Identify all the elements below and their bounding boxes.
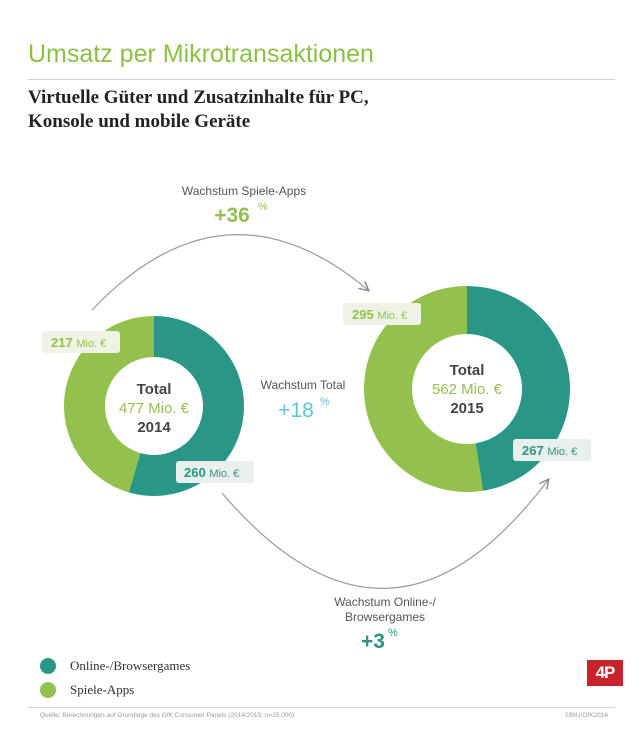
label-box-online-2014 (176, 461, 254, 483)
growth-online-label-line-1: Wachstum Online-/ (334, 595, 436, 609)
footer-divider (28, 707, 615, 708)
title-divider (28, 79, 615, 80)
data-label-apps-2014: 217 Mio. € (51, 335, 106, 350)
growth-apps-value: +36 (214, 204, 250, 227)
growth-arrow-apps (91, 234, 368, 311)
growth-arrow-online (221, 480, 548, 589)
legend-item-apps: Spiele-Apps (40, 679, 190, 701)
page-subtitle: Virtuelle Güter und Zusatzinhalte für PC… (28, 86, 588, 134)
label-box-apps-2014 (42, 331, 120, 353)
growth-total-label: Wachstum Total (261, 378, 346, 392)
growth-online-value: +3 (361, 630, 385, 653)
label-box-online-2015 (513, 439, 591, 461)
subtitle-line-2: Konsole und mobile Geräte (28, 111, 251, 132)
growth-online-unit: % (388, 627, 398, 639)
slice-apps-2015 (363, 286, 484, 493)
year-2014: 2014 (137, 419, 171, 436)
legend-label-online: Online-/Browsergames (70, 658, 191, 673)
copyright-note: ©BIU/GfK2016 (564, 712, 608, 719)
year-2015: 2015 (450, 400, 483, 417)
page-title: Umsatz per Mikrotransaktionen (28, 40, 374, 68)
slice-apps-2014 (63, 316, 155, 493)
growth-apps-label: Wachstum Spiele-Apps (182, 184, 306, 198)
legend-label-apps: Spiele-Apps (70, 682, 135, 697)
subtitle-line-1: Virtuelle Güter und Zusatzinhalte für PC… (28, 87, 369, 108)
growth-total-unit: % (320, 396, 330, 408)
data-label-online-2014: 260 Mio. € (184, 465, 239, 480)
data-label-online-2015: 267 Mio. € (522, 443, 577, 458)
legend: Online-/Browsergames Spiele-Apps (40, 655, 190, 703)
label-box-apps-2015 (343, 303, 421, 325)
legend-swatch-apps (40, 682, 56, 698)
total-value-2014: 477 Mio. € (119, 400, 190, 417)
growth-apps-unit: % (258, 201, 268, 213)
total-label-2014: Total (137, 381, 172, 398)
site-logo: 4P (587, 660, 623, 686)
legend-item-online: Online-/Browsergames (40, 655, 190, 677)
legend-swatch-online (40, 658, 56, 674)
growth-total-value: +18 (278, 399, 314, 422)
total-value-2015: 562 Mio. € (432, 381, 503, 398)
total-label-2015: Total (450, 362, 485, 379)
slice-online-2014 (128, 316, 244, 496)
source-note: Quelle: Berechnungen auf Grundlage des G… (40, 712, 295, 719)
growth-online-label-line-2: Browsergames (345, 610, 425, 624)
donut-2014 (63, 316, 244, 496)
data-label-apps-2015: 295 Mio. € (352, 307, 407, 322)
